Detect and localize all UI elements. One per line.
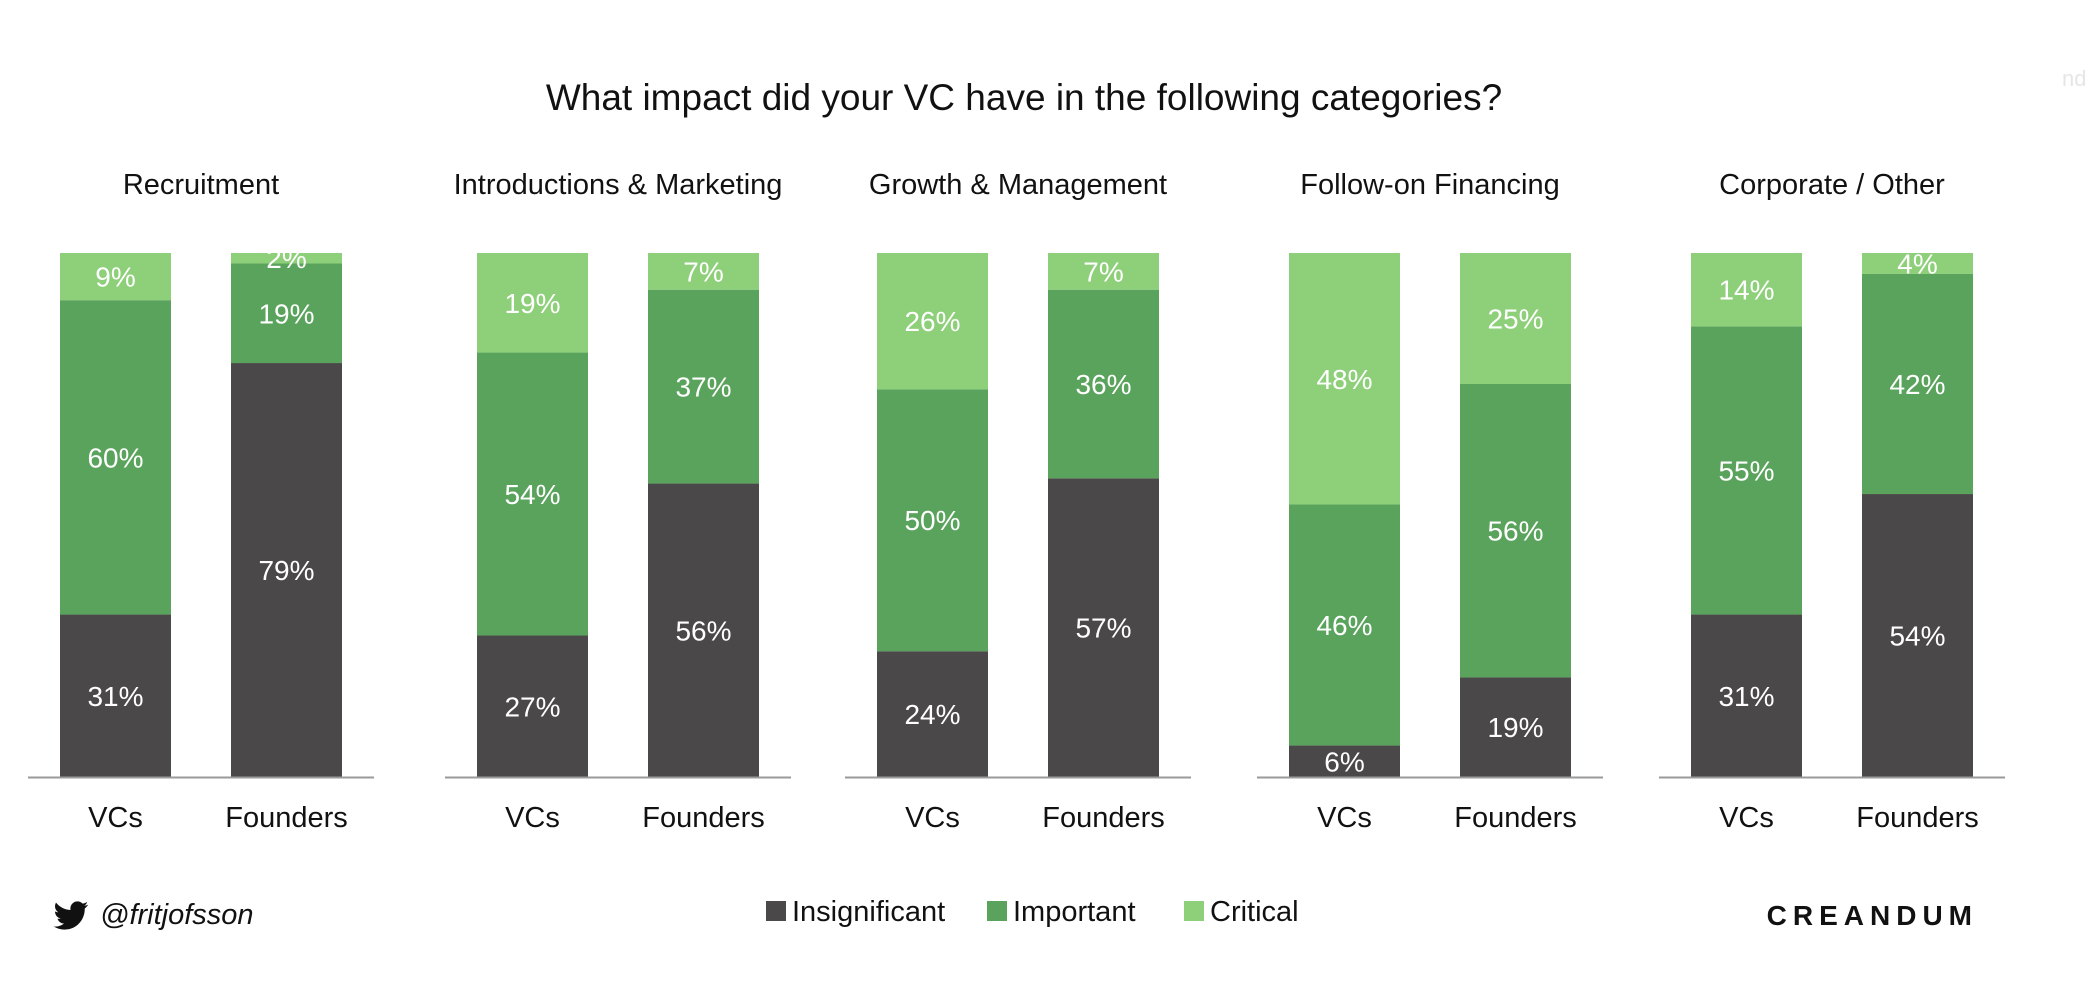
bar-segment	[1460, 253, 1571, 384]
chart-panels: Recruitment31%60%9%VCs79%19%2%FoundersIn…	[28, 169, 2005, 834]
x-tick-label: Founders	[642, 802, 765, 834]
bar-segment	[877, 651, 988, 777]
data-label: 27%	[504, 691, 560, 722]
panel-title: Introductions & Marketing	[454, 169, 783, 201]
x-tick-label: VCs	[1719, 802, 1774, 834]
bar-segment	[1862, 494, 1973, 777]
twitter-handle[interactable]: @fritjofsson	[53, 899, 254, 931]
panel-title: Follow-on Financing	[1300, 169, 1560, 201]
bar-segment	[648, 289, 759, 484]
data-label: 26%	[904, 306, 960, 337]
data-label: 31%	[1718, 681, 1774, 712]
x-tick-label: VCs	[505, 802, 560, 834]
bar-segment	[1460, 677, 1571, 777]
chart-title: What impact did your VC have in the foll…	[546, 77, 1502, 118]
bar-segment	[231, 263, 342, 364]
legend-label: Insignificant	[792, 896, 945, 928]
data-label: 24%	[904, 699, 960, 730]
data-label: 79%	[258, 555, 314, 586]
data-label: 36%	[1075, 369, 1131, 400]
bar-segment	[1289, 253, 1400, 505]
panel-title: Corporate / Other	[1719, 169, 1945, 201]
data-label: 42%	[1889, 369, 1945, 400]
data-label: 6%	[1324, 746, 1364, 777]
x-tick-label: Founders	[1856, 802, 1979, 834]
bar-segment	[1862, 273, 1973, 495]
data-label: 60%	[87, 442, 143, 473]
data-label: 2%	[266, 243, 306, 274]
bar-segment	[1691, 326, 1802, 615]
data-label: 50%	[904, 505, 960, 536]
legend-item: Critical	[1184, 896, 1299, 928]
data-label: 46%	[1316, 610, 1372, 641]
panel-title: Growth & Management	[869, 169, 1167, 201]
bar-segment	[1460, 384, 1571, 678]
panel-3: Follow-on Financing 6% 46% 48% VCs 19% 56% 25% F…	[1257, 169, 1603, 834]
data-label: 55%	[1718, 455, 1774, 486]
data-label: 19%	[504, 288, 560, 319]
x-tick-label: Founders	[225, 802, 348, 834]
twitter-handle-text[interactable]: @fritjofsson	[100, 899, 254, 931]
legend-label: Critical	[1210, 896, 1299, 928]
legend: Insignificant Important Critical	[766, 896, 1299, 928]
bar-segment	[877, 389, 988, 652]
bar-segment	[1691, 253, 1802, 327]
data-label: 37%	[675, 372, 731, 403]
data-label: 48%	[1316, 364, 1372, 395]
bar-segment	[1289, 745, 1400, 777]
bar-segment	[477, 352, 588, 636]
data-label: 19%	[1487, 712, 1543, 743]
panel-title: Recruitment	[123, 169, 279, 201]
bar-segment	[1289, 504, 1400, 746]
bar-segment	[877, 253, 988, 390]
data-label: 19%	[258, 298, 314, 329]
data-label: 54%	[1889, 621, 1945, 652]
bar-segment	[60, 253, 171, 301]
x-tick-label: VCs	[88, 802, 143, 834]
data-label: 4%	[1897, 248, 1937, 279]
x-tick-label: VCs	[905, 802, 960, 834]
data-label: 57%	[1075, 613, 1131, 644]
bar-segment	[60, 614, 171, 777]
bar-segment	[1862, 253, 1973, 274]
panel-1: Introductions & Marketing 27% 54% 19% VCs 56%…	[445, 169, 791, 834]
panel-2: Growth & Management 24% 50% 26% VCs 57% 36% 7% F…	[845, 169, 1191, 834]
legend-item: Important	[987, 896, 1136, 928]
data-label: 14%	[1718, 275, 1774, 306]
bar-segment	[1048, 253, 1159, 290]
data-label: 9%	[95, 262, 135, 293]
x-tick-label: Founders	[1454, 802, 1577, 834]
data-label: 31%	[87, 681, 143, 712]
bar-segment	[231, 253, 342, 264]
data-label: 56%	[1487, 516, 1543, 547]
panel-4: Corporate / Other 31% 55% 14% VCs 54% 42% 4% Fou…	[1659, 169, 2005, 834]
bar-segment	[1048, 289, 1159, 479]
panel-0: Recruitment 31% 60% 9% VCs 79% 19% 2% Founders	[28, 169, 374, 834]
data-label: 7%	[1083, 256, 1123, 287]
brand-logo: CREANDUM	[1767, 900, 1978, 931]
bar-segment	[648, 253, 759, 290]
legend-swatch	[1184, 901, 1204, 921]
legend-swatch	[766, 901, 786, 921]
legend-item: Insignificant	[766, 896, 945, 928]
bar-segment	[648, 483, 759, 777]
legend-label: Important	[1013, 896, 1136, 928]
bar-segment	[1691, 614, 1802, 777]
data-label: 25%	[1487, 304, 1543, 335]
data-label: 54%	[504, 479, 560, 510]
twitter-bird-icon	[53, 901, 89, 930]
bar-segment	[1048, 478, 1159, 777]
bar-segment	[477, 253, 588, 353]
bar-segment	[60, 300, 171, 615]
corner-faint-text: nd	[2062, 66, 2086, 91]
bar-segment	[477, 635, 588, 777]
data-label: 7%	[683, 256, 723, 287]
legend-swatch	[987, 901, 1007, 921]
bar-segment	[231, 363, 342, 777]
x-tick-label: Founders	[1042, 802, 1165, 834]
data-label: 56%	[675, 615, 731, 646]
x-tick-label: VCs	[1317, 802, 1372, 834]
